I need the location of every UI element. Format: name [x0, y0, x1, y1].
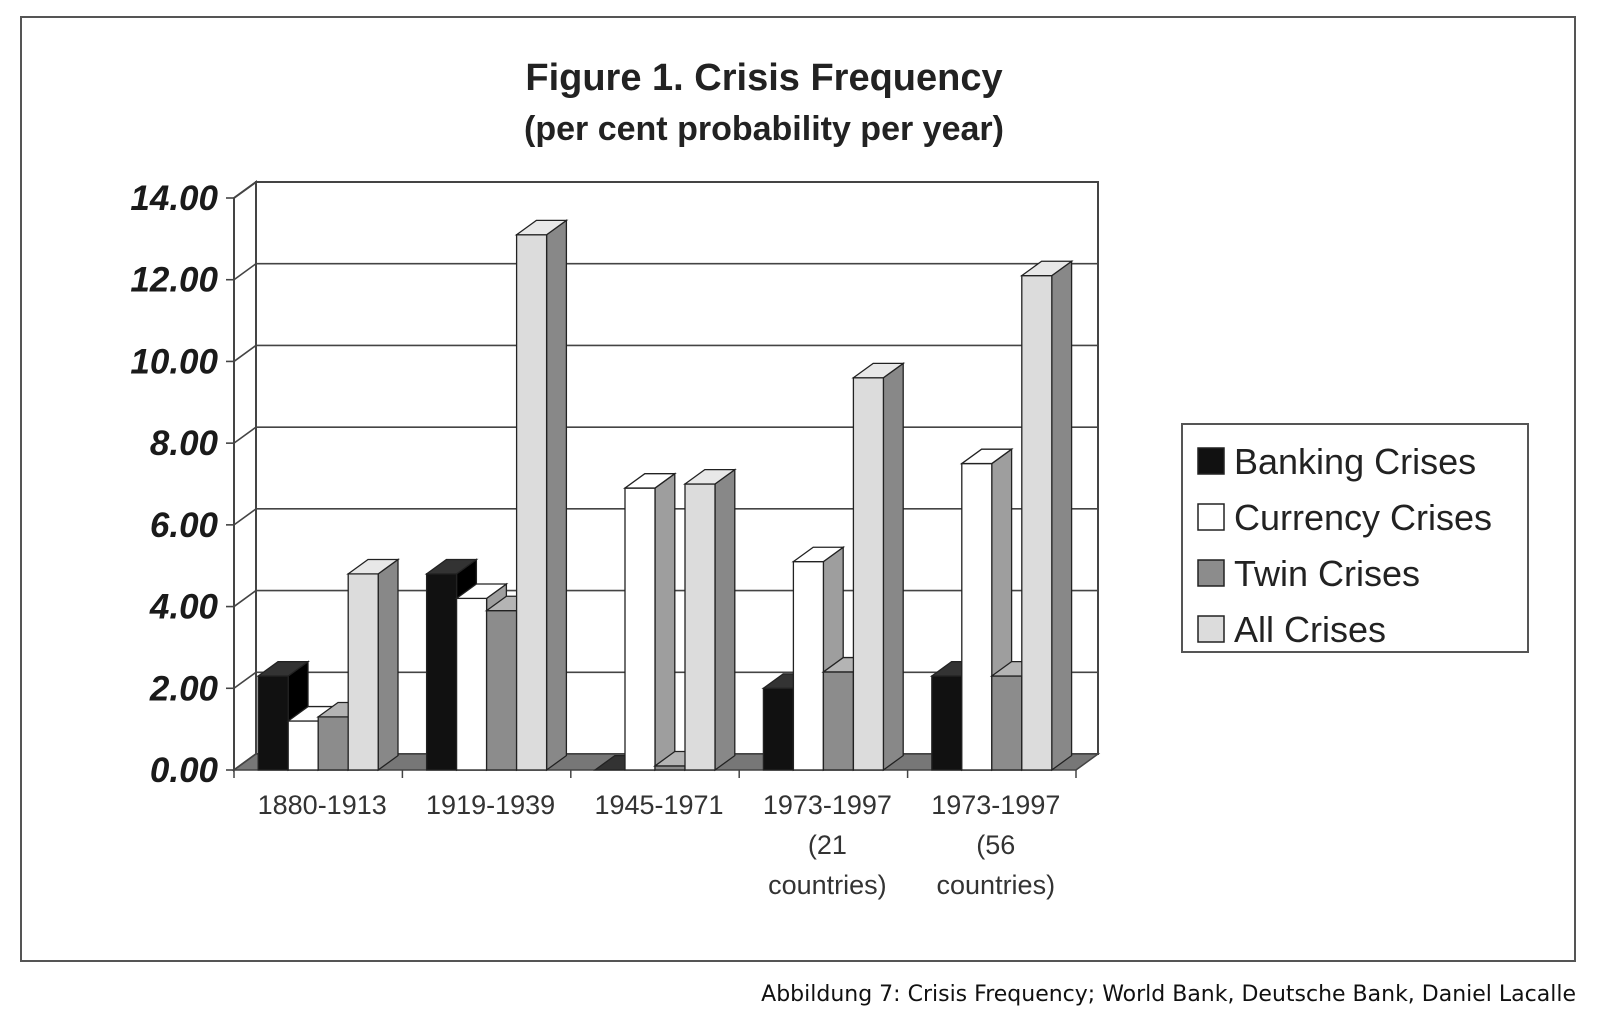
bar-front — [822, 671, 855, 771]
bar-front — [991, 675, 1023, 771]
x-tick-label: (21 — [808, 830, 847, 860]
bar-front — [624, 487, 656, 771]
x-tick-label: countries) — [937, 870, 1056, 900]
legend-box — [1181, 423, 1529, 653]
x-tick-label: 1880-1913 — [258, 790, 387, 820]
side-wall — [233, 180, 257, 772]
bar-front — [762, 687, 795, 771]
gridline-side — [233, 589, 257, 608]
y-tick-label: 12.00 — [130, 261, 218, 300]
legend-label: Banking Crises — [1234, 441, 1476, 482]
x-tick-label: countries) — [768, 870, 887, 900]
crisis-frequency-chart: Figure 1. Crisis Frequency (per cent pro… — [130, 57, 1529, 900]
bar-side — [882, 362, 904, 772]
bar-all-crises — [851, 362, 906, 772]
bar-front — [515, 234, 548, 771]
gridline-side — [233, 671, 257, 689]
x-tick-label: 1973-1997 — [931, 790, 1060, 820]
bar-all-crises — [683, 468, 737, 772]
bar-front — [287, 720, 319, 771]
legend-swatch — [1197, 503, 1225, 531]
bar-side — [654, 472, 676, 772]
bar-top — [959, 448, 1014, 465]
gridline-side — [233, 263, 257, 281]
bar-front — [455, 597, 488, 771]
bar-top — [256, 660, 310, 677]
bar-front — [684, 483, 716, 771]
legend-label: Currency Crises — [1234, 497, 1492, 538]
y-tick-label: 6.00 — [150, 506, 219, 545]
bar-all-crises — [514, 219, 569, 772]
bar-front — [792, 560, 825, 771]
bar-currency-crises — [623, 472, 677, 772]
legend-swatch — [1197, 559, 1225, 587]
legend: Banking Crises Currency Crises Twin Crises… — [1181, 423, 1529, 653]
bar-top — [791, 546, 846, 563]
bar-top — [514, 219, 569, 236]
bar-front — [257, 675, 289, 771]
legend-swatch — [1197, 615, 1225, 643]
x-tick-label: 1945-1971 — [594, 790, 723, 820]
bar-side — [1051, 259, 1073, 772]
chart-subtitle: (per cent probability per year) — [524, 110, 1004, 148]
y-tick-label: 14.00 — [130, 179, 218, 218]
legend-swatch — [1197, 447, 1225, 475]
y-tick-label: 8.00 — [150, 424, 219, 463]
bar-top — [346, 558, 400, 575]
bar-front — [347, 573, 379, 771]
bar-front — [1021, 274, 1053, 771]
bar-front — [852, 377, 885, 771]
plot-area: 0.00 2.00 4.00 6.00 8.00 10.00 12.00 14.00 1880-… — [130, 179, 1101, 900]
legend-label: Twin Crises — [1234, 553, 1420, 594]
bar-front — [317, 716, 349, 771]
y-tick-label: 10.00 — [130, 342, 218, 381]
bar-top — [683, 468, 737, 485]
bar-side — [545, 219, 568, 772]
bar-top — [851, 362, 906, 379]
bar-top — [1019, 260, 1074, 277]
chart-title: Figure 1. Crisis Frequency — [525, 57, 1002, 99]
y-tick-label: 0.00 — [150, 751, 219, 790]
bar-front — [485, 610, 518, 771]
y-tick-label: 2.00 — [149, 669, 219, 708]
gridline-side — [233, 181, 257, 199]
bar-side — [714, 468, 736, 772]
x-tick-label: (56 — [976, 830, 1015, 860]
figure-caption: Abbildung 7: Crisis Frequency; World Ban… — [761, 982, 1576, 1007]
gridline-side — [233, 426, 257, 444]
x-tick-label: 1919-1939 — [426, 790, 555, 820]
chart-frame: Figure 1. Crisis Frequency (per cent pro… — [20, 16, 1576, 962]
legend-label: All Crises — [1234, 609, 1386, 650]
bar-top — [623, 473, 677, 489]
bar-side — [377, 558, 399, 772]
bar-all-crises — [1019, 259, 1074, 772]
gridline-side — [233, 344, 257, 363]
bar-top — [424, 558, 479, 575]
y-tick-label: 4.00 — [149, 588, 219, 627]
gridline-side — [233, 508, 257, 526]
bar-front — [425, 573, 458, 771]
bar-front — [961, 462, 993, 771]
x-tick-label: 1973-1997 — [763, 790, 892, 820]
bar-front — [931, 675, 963, 771]
bar-top — [454, 583, 509, 600]
bar-all-crises — [346, 558, 400, 772]
